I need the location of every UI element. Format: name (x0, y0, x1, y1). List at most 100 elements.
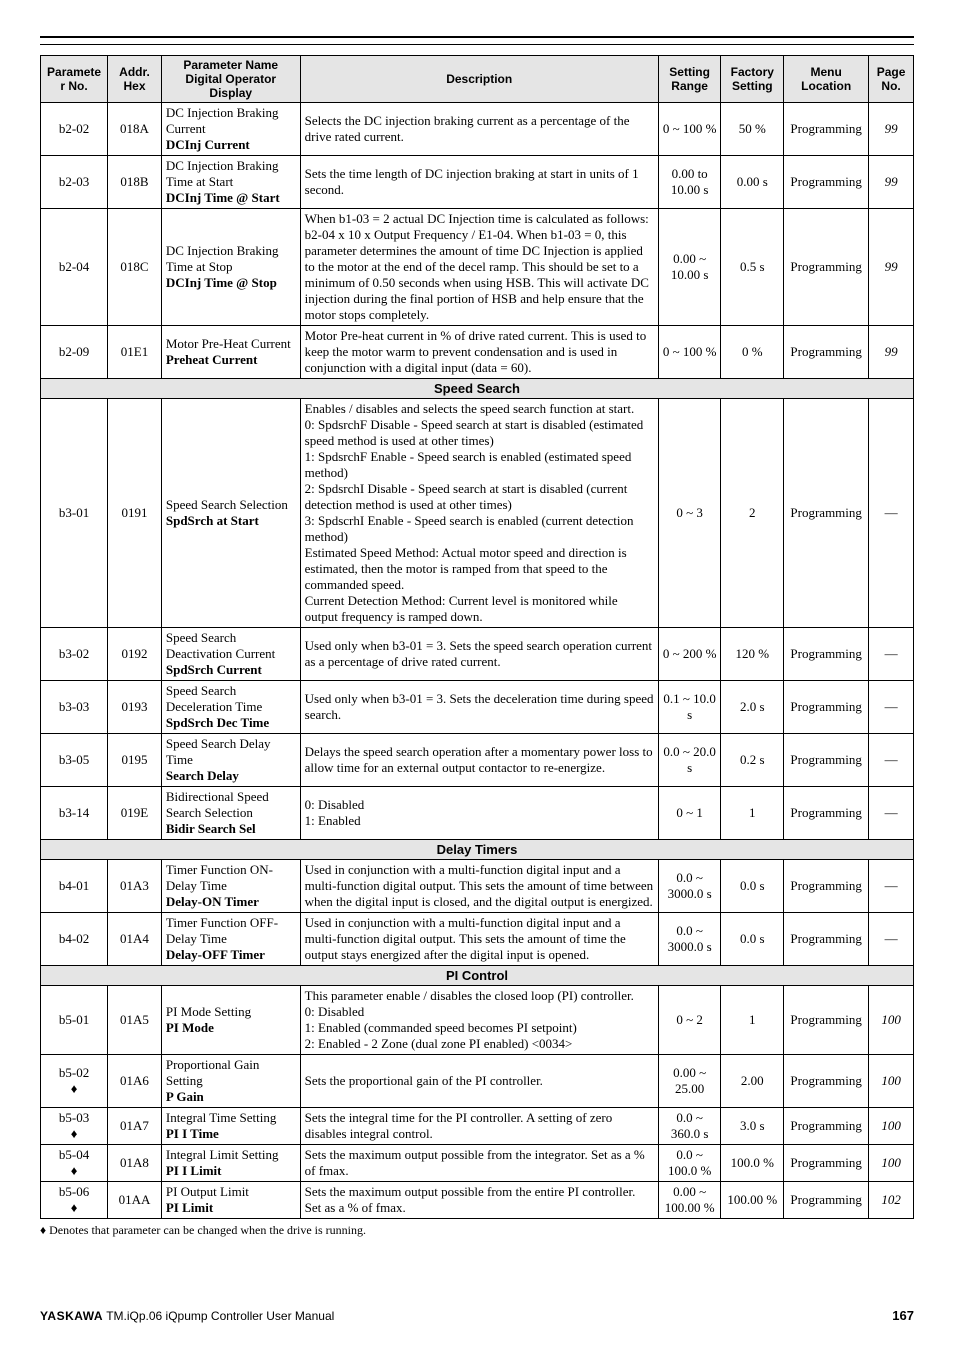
cell-desc: Enables / disables and selects the speed… (300, 399, 658, 628)
cell-factory: 100.0 % (721, 1145, 784, 1182)
cell-menu: Programming (784, 986, 869, 1055)
table-row: b5-03♦01A7Integral Time SettingPI I Time… (41, 1108, 914, 1145)
cell-factory: 0.00 s (721, 156, 784, 209)
cell-pname: DC Injection Braking Time at StartDCInj … (161, 156, 300, 209)
cell-factory: 0 % (721, 326, 784, 379)
cell-factory: 0.5 s (721, 209, 784, 326)
display-name: SpdSrch Current (166, 662, 262, 677)
cell-pname: PI Output LimitPI Limit (161, 1182, 300, 1219)
cell-desc: Used only when b3-01 = 3. Sets the decel… (300, 681, 658, 734)
cell-page: 100 (869, 986, 914, 1055)
section-header: Speed Search (41, 379, 914, 399)
cell-addr: 019E (108, 787, 162, 840)
cell-paramno: b2-02 (41, 103, 108, 156)
display-name: PI I Time (166, 1126, 219, 1141)
cell-factory: 2.0 s (721, 681, 784, 734)
display-name: PI I Limit (166, 1163, 222, 1178)
cell-paramno: b2-03 (41, 156, 108, 209)
cell-page: — (869, 913, 914, 966)
cell-pname: Motor Pre-Heat CurrentPreheat Current (161, 326, 300, 379)
cell-desc: Sets the maximum output possible from th… (300, 1182, 658, 1219)
cell-factory: 1 (721, 787, 784, 840)
display-name: Delay-ON Timer (166, 894, 259, 909)
cell-factory: 0.0 s (721, 860, 784, 913)
cell-range: 0 ~ 100 % (658, 103, 721, 156)
col-paramno: Parameter No. (41, 56, 108, 103)
cell-pname: DC Injection Braking CurrentDCInj Curren… (161, 103, 300, 156)
display-name: DCInj Time @ Start (166, 190, 280, 205)
cell-factory: 1 (721, 986, 784, 1055)
cell-desc: Sets the proportional gain of the PI con… (300, 1055, 658, 1108)
display-name: SpdSrch at Start (166, 513, 259, 528)
cell-paramno: b4-01 (41, 860, 108, 913)
cell-pname: PI Mode SettingPI Mode (161, 986, 300, 1055)
cell-menu: Programming (784, 1108, 869, 1145)
display-name: Bidir Search Sel (166, 821, 256, 836)
cell-paramno: b5-01 (41, 986, 108, 1055)
cell-page: — (869, 860, 914, 913)
cell-desc: Delays the speed search operation after … (300, 734, 658, 787)
cell-addr: 01A5 (108, 986, 162, 1055)
cell-paramno: b2-09 (41, 326, 108, 379)
cell-pname: Proportional Gain SettingP Gain (161, 1055, 300, 1108)
diamond-icon: ♦ (71, 1200, 78, 1215)
cell-range: 0.0 ~ 100.0 % (658, 1145, 721, 1182)
diamond-icon: ♦ (71, 1163, 78, 1178)
cell-factory: 120 % (721, 628, 784, 681)
cell-factory: 3.0 s (721, 1108, 784, 1145)
cell-desc: Sets the time length of DC injection bra… (300, 156, 658, 209)
table-row: b3-010191Speed Search SelectionSpdSrch a… (41, 399, 914, 628)
display-name: P Gain (166, 1089, 204, 1104)
cell-page: 99 (869, 326, 914, 379)
display-name: PI Mode (166, 1020, 214, 1035)
cell-menu: Programming (784, 1182, 869, 1219)
cell-desc: Used only when b3-01 = 3. Sets the speed… (300, 628, 658, 681)
cell-factory: 0.2 s (721, 734, 784, 787)
display-name: SpdSrch Dec Time (166, 715, 269, 730)
table-row: b2-03018BDC Injection Braking Time at St… (41, 156, 914, 209)
cell-pname: Speed Search Delay TimeSearch Delay (161, 734, 300, 787)
cell-page: 102 (869, 1182, 914, 1219)
cell-addr: 01A6 (108, 1055, 162, 1108)
table-row: b5-04♦01A8Integral Limit SettingPI I Lim… (41, 1145, 914, 1182)
col-menu: Menu Location (784, 56, 869, 103)
cell-desc: Used in conjunction with a multi-functio… (300, 860, 658, 913)
top-rule-thick (40, 36, 914, 38)
footer-page: 167 (892, 1308, 914, 1323)
table-row: b2-0901E1Motor Pre-Heat CurrentPreheat C… (41, 326, 914, 379)
cell-menu: Programming (784, 156, 869, 209)
cell-addr: 01A4 (108, 913, 162, 966)
cell-paramno: b4-02 (41, 913, 108, 966)
cell-menu: Programming (784, 734, 869, 787)
section-title: Speed Search (41, 379, 914, 399)
cell-range: 0 ~ 100 % (658, 326, 721, 379)
col-range: Setting Range (658, 56, 721, 103)
cell-menu: Programming (784, 787, 869, 840)
cell-addr: 0191 (108, 399, 162, 628)
header-row: Parameter No. Addr. Hex Parameter Name D… (41, 56, 914, 103)
cell-menu: Programming (784, 399, 869, 628)
cell-pname: Bidirectional Speed Search SelectionBidi… (161, 787, 300, 840)
diamond-icon: ♦ (71, 1081, 78, 1096)
col-factory: Factory Setting (721, 56, 784, 103)
cell-pname: Speed Search Deceleration TimeSpdSrch De… (161, 681, 300, 734)
section-header: PI Control (41, 966, 914, 986)
cell-menu: Programming (784, 628, 869, 681)
cell-desc: When b1-03 = 2 actual DC Injection time … (300, 209, 658, 326)
cell-paramno: b3-01 (41, 399, 108, 628)
table-row: b3-050195Speed Search Delay TimeSearch D… (41, 734, 914, 787)
page-footer: YASKAWA TM.iQp.06 iQpump Controller User… (40, 1308, 914, 1323)
cell-page: — (869, 681, 914, 734)
footer-title: TM.iQp.06 iQpump Controller User Manual (106, 1309, 334, 1323)
table-row: b4-0101A3Timer Function ON-Delay TimeDel… (41, 860, 914, 913)
cell-pname: Timer Function ON-Delay TimeDelay-ON Tim… (161, 860, 300, 913)
cell-paramno: b3-02 (41, 628, 108, 681)
cell-range: 0.00 ~ 10.00 s (658, 209, 721, 326)
display-name: Delay-OFF Timer (166, 947, 265, 962)
cell-addr: 01AA (108, 1182, 162, 1219)
section-header: Delay Timers (41, 840, 914, 860)
display-name: DCInj Current (166, 137, 250, 152)
cell-factory: 2 (721, 399, 784, 628)
col-pname-mid: Digital Operator (185, 72, 276, 86)
cell-paramno: b5-03♦ (41, 1108, 108, 1145)
